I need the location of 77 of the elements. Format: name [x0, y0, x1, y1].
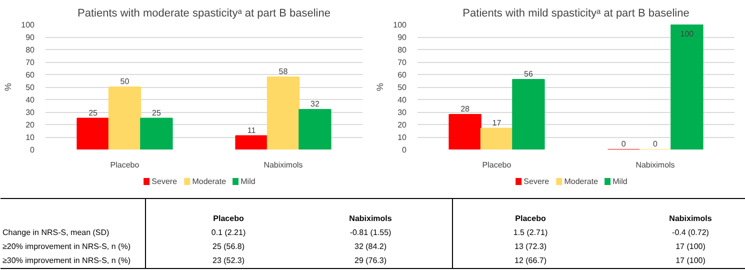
legend-label: Mild [612, 177, 628, 186]
y-tick-label: 20 [26, 120, 36, 130]
x-tick-label: Nabiximols [636, 160, 675, 170]
text: Nabiximols [669, 214, 712, 223]
y-tick-label: 30 [26, 108, 36, 117]
y-tick-label: 30 [398, 108, 408, 117]
data-label: 28 [460, 104, 470, 114]
legend-label: Severe [152, 177, 178, 186]
text: 12 (66.7) [514, 256, 547, 265]
data-label: 0 [653, 140, 658, 148]
y-tick-label: 80 [26, 46, 36, 54]
y-tick-label: 90 [26, 33, 36, 42]
y-tick-label: 40 [26, 96, 36, 104]
bar [298, 109, 332, 150]
text: Placebo [515, 214, 546, 223]
text: Nabiximols [349, 214, 392, 223]
text: 23 (52.3) [212, 256, 245, 265]
legend-label: Severe [524, 177, 550, 186]
text: Change in NRS-S, mean (SD) [2, 228, 110, 237]
chart-title: Patients with moderate spasticityᵃ at part B baseline [78, 8, 330, 20]
chart-title: Patients with mild spasticityᵃ at part B baseline [462, 8, 690, 20]
text: 13 (72.3) [514, 242, 547, 251]
legend-label: Moderate [192, 177, 227, 186]
y-axis-title: % [3, 82, 14, 91]
data-label: 25 [88, 108, 98, 118]
data-label: 100 [680, 30, 694, 38]
y-tick-label: 70 [26, 58, 36, 67]
y-tick-label: 40 [398, 96, 408, 104]
bar [512, 79, 545, 150]
data-label: 56 [524, 70, 534, 78]
bar [76, 118, 110, 150]
y-tick-label: 100 [393, 20, 408, 30]
y-tick-label: 60 [26, 70, 36, 80]
data-label: 58 [278, 67, 288, 76]
data-label: 25 [152, 108, 162, 118]
bar [448, 114, 482, 150]
text: 1.5 (2.71) [513, 228, 548, 237]
text: 17 (100) [676, 256, 706, 265]
y-tick-label: 50 [26, 83, 36, 92]
y-tick-label: 90 [398, 33, 408, 42]
y-tick-label: 100 [21, 20, 36, 30]
x-tick-label: Nabiximols [264, 160, 303, 170]
y-tick-label: 10 [26, 133, 36, 142]
y-tick-label: 60 [398, 70, 408, 80]
text: -0.81 (1.55) [350, 228, 392, 237]
data-label: 32 [310, 100, 320, 108]
bar [108, 86, 142, 150]
bar [670, 24, 704, 150]
text: 0.1 (2.21) [211, 228, 246, 237]
bar [235, 135, 268, 150]
text: 32 (84.2) [354, 242, 387, 251]
text: 25 (56.8) [212, 242, 245, 251]
y-tick-label: 80 [398, 46, 408, 54]
legend-label: Mild [240, 177, 256, 186]
text: 29 (76.3) [354, 256, 387, 265]
legend-label: Moderate [564, 177, 599, 186]
y-tick-label: 50 [398, 83, 408, 92]
bar [480, 128, 514, 150]
bar [140, 118, 173, 150]
y-tick-label: 10 [398, 133, 408, 142]
y-tick-label: 20 [398, 120, 408, 130]
y-tick-label: 0 [402, 146, 408, 154]
y-tick-label: 0 [30, 146, 36, 154]
text: Placebo [213, 214, 244, 223]
text: ≥20% improvement in NRS-S, n (%) [2, 242, 131, 251]
data-label: 50 [120, 77, 130, 86]
y-tick-label: 70 [398, 58, 408, 67]
text: ≥30% improvement in NRS-S, n (%) [2, 256, 131, 265]
text: -0.4 (0.72) [672, 228, 710, 237]
data-label: 17 [492, 118, 502, 128]
x-tick-label: Placebo [482, 160, 512, 170]
y-axis-title: % [375, 82, 386, 91]
bar [266, 76, 300, 150]
data-label: 11 [247, 126, 256, 135]
text: 17 (100) [676, 242, 706, 251]
x-tick-label: Placebo [110, 160, 140, 170]
data-label: 0 [621, 140, 626, 148]
